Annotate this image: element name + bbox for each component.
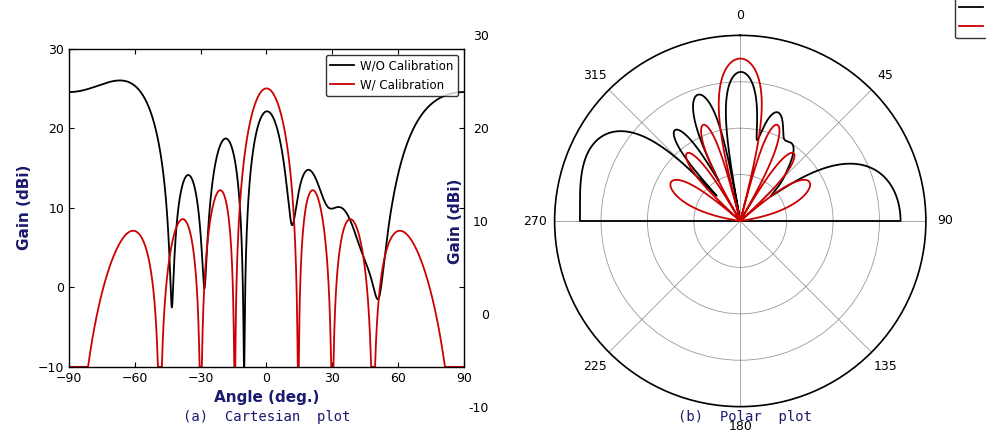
W/ Calibration xyxy=(63,364,75,370)
Line: W/ Calibration: W/ Calibration xyxy=(69,88,463,367)
W/O Calibration xyxy=(649,140,661,145)
W/ Calibration xyxy=(739,57,750,62)
W/ Calibration xyxy=(458,364,469,370)
W/ Calibration xyxy=(734,218,745,224)
W/O Calibration xyxy=(580,152,592,158)
Line: W/ Calibration: W/ Calibration xyxy=(669,59,810,221)
W/ Calibration xyxy=(420,274,432,279)
W/ Calibration xyxy=(309,189,320,194)
Text: (a)  Cartesian  plot: (a) Cartesian plot xyxy=(182,410,350,424)
W/ Calibration xyxy=(675,178,687,183)
W/ Calibration xyxy=(148,290,160,296)
W/O Calibration xyxy=(63,89,75,95)
W/O Calibration xyxy=(739,71,750,76)
Y-axis label: Gain (dBi): Gain (dBi) xyxy=(448,178,462,264)
W/O Calibration xyxy=(757,125,769,130)
W/O Calibration xyxy=(420,106,432,111)
W/O Calibration xyxy=(174,198,185,203)
W/O Calibration xyxy=(113,78,125,83)
W/ Calibration xyxy=(754,114,766,120)
Y-axis label: Gain (dBi): Gain (dBi) xyxy=(18,165,33,251)
W/O Calibration xyxy=(148,119,160,125)
W/ Calibration xyxy=(174,219,185,224)
X-axis label: Angle (deg.): Angle (deg.) xyxy=(214,390,318,405)
W/O Calibration xyxy=(734,218,745,224)
W/ Calibration xyxy=(741,187,753,193)
W/ Calibration xyxy=(734,218,745,224)
W/ Calibration xyxy=(302,195,314,201)
W/O Calibration xyxy=(309,174,320,179)
W/O Calibration xyxy=(605,130,617,135)
W/O Calibration xyxy=(302,167,314,172)
W/ Calibration xyxy=(734,56,745,61)
Legend: W/O Calibration, W/ Calibration: W/O Calibration, W/ Calibration xyxy=(325,54,458,96)
Line: W/O Calibration: W/O Calibration xyxy=(69,80,463,367)
Text: (b)  Polar  plot: (b) Polar plot xyxy=(677,410,811,424)
W/ Calibration xyxy=(717,215,729,221)
Legend: W/O Calibration, W/ Calibration: W/O Calibration, W/ Calibration xyxy=(953,0,986,38)
W/O Calibration xyxy=(750,137,762,142)
W/O Calibration xyxy=(734,218,745,224)
W/ Calibration xyxy=(458,364,469,370)
W/O Calibration xyxy=(238,364,249,370)
Line: W/O Calibration: W/O Calibration xyxy=(580,72,899,221)
W/O Calibration xyxy=(574,188,586,194)
W/O Calibration xyxy=(458,89,469,95)
W/ Calibration xyxy=(260,86,272,91)
W/ Calibration xyxy=(725,210,737,216)
W/O Calibration xyxy=(458,89,469,95)
